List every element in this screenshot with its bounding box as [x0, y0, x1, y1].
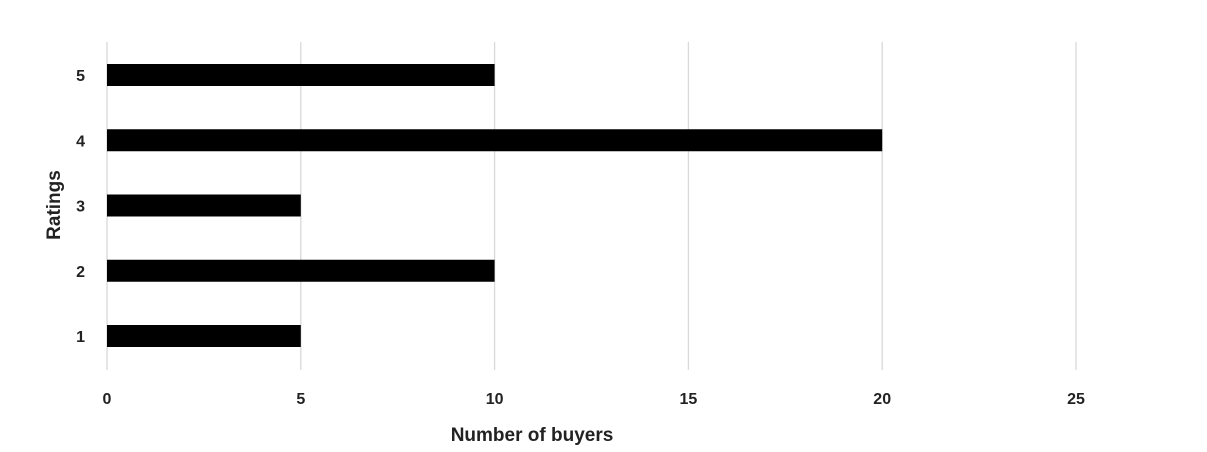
y-tick-label: 3	[76, 199, 85, 216]
x-tick-label: 15	[680, 391, 698, 408]
x-tick-labels: 0 5 10 15 20 25	[103, 391, 1085, 408]
gridlines	[106, 42, 1077, 370]
x-axis-title: Number of buyers	[451, 425, 614, 446]
y-tick-label: 5	[76, 68, 85, 85]
x-tick-label: 20	[873, 391, 891, 408]
y-tick-label: 4	[76, 133, 85, 150]
x-tick-label: 0	[103, 391, 112, 408]
bar-rating-1	[107, 325, 301, 347]
x-tick-label: 25	[1067, 391, 1085, 408]
bar-rating-2	[107, 259, 495, 282]
y-tick-labels: 1 2 3 4 5	[76, 68, 85, 346]
bar-rating-5	[107, 64, 495, 86]
y-tick-label: 1	[76, 329, 85, 346]
y-tick-label: 2	[76, 264, 85, 281]
x-tick-label: 5	[296, 391, 305, 408]
y-axis-title: Ratings	[44, 170, 65, 240]
bar-rating-4	[107, 129, 883, 152]
bar-rating-3	[107, 194, 301, 217]
x-tick-label: 10	[486, 391, 504, 408]
bars	[107, 64, 883, 347]
